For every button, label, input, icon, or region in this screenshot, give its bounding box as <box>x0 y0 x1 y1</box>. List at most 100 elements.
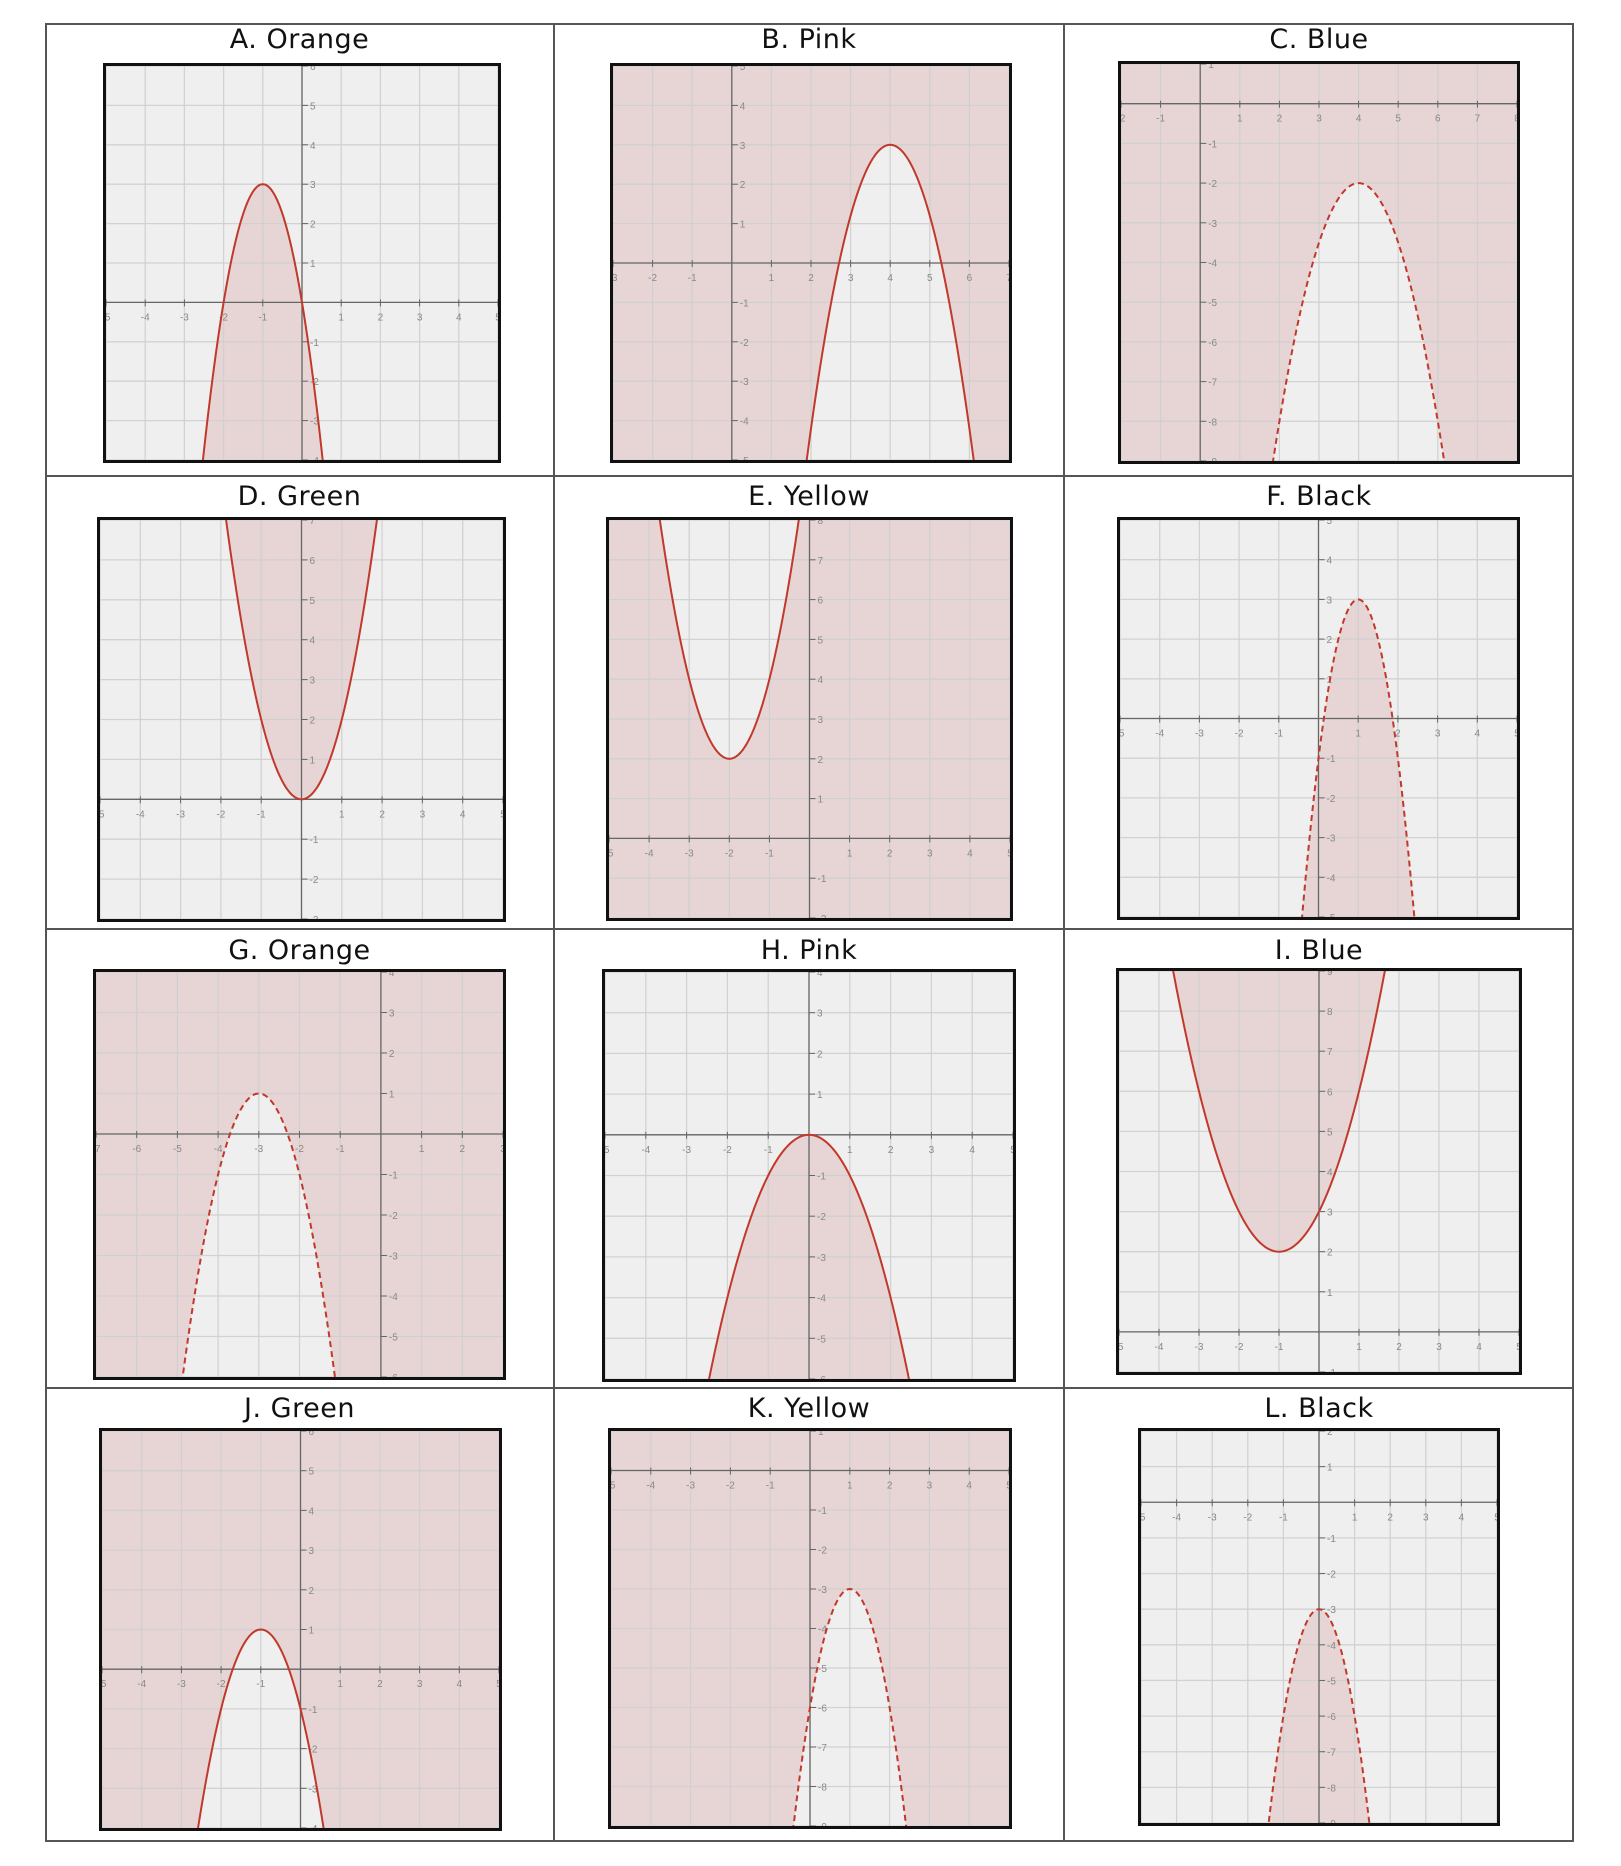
y-tick-label: -5 <box>1208 298 1217 309</box>
y-tick-label: 3 <box>818 715 824 726</box>
y-tick-label: -9 <box>1327 1819 1336 1823</box>
y-tick-label: -1 <box>817 1172 826 1183</box>
x-tick-label: 3 <box>929 1145 935 1156</box>
panel-title: D. Green <box>237 481 362 512</box>
panel-title: H. Pink <box>760 935 858 966</box>
y-tick-label: -1 <box>310 835 319 846</box>
parabola-graph: -5 -4 -3 -2 -1 1 2 3 4 5 -9 -8 -7 -6 -5 -4 -3 -2 -1 1 2 <box>1138 1428 1500 1826</box>
y-tick-label: -4 <box>1208 259 1217 270</box>
x-tick-label: 1 <box>1352 1512 1358 1523</box>
parabola-graph: -5 -4 -3 -2 -1 1 2 3 4 5 -1 1 2 3 4 5 6 7 8 9 <box>1116 968 1522 1375</box>
y-tick-label: -4 <box>818 1625 827 1636</box>
parabola-graph: -5 -4 -3 -2 -1 1 2 3 4 5 -3 -2 -1 1 2 3 4 5 6 7 <box>97 517 506 922</box>
panel-title: F. Black <box>1266 481 1372 512</box>
x-tick-label: -3 <box>177 1679 186 1690</box>
x-tick-label: 4 <box>1356 114 1362 125</box>
x-tick-label: 2 <box>887 1481 893 1492</box>
y-tick-label: 1 <box>1327 1288 1333 1299</box>
y-tick-label: -2 <box>389 1211 398 1222</box>
x-tick-label: -2 <box>295 1144 304 1155</box>
y-tick-label: 7 <box>310 520 316 527</box>
x-tick-label: -3 <box>1195 1342 1204 1353</box>
y-tick-label: -2 <box>740 338 749 349</box>
y-tick-label: 5 <box>1327 1127 1333 1138</box>
y-tick-label: 6 <box>1327 1087 1333 1098</box>
x-tick-label: -5 <box>173 1144 182 1155</box>
parabola-curve <box>1301 598 1416 917</box>
y-tick-label: -2 <box>1208 179 1217 190</box>
y-tick-label: -1 <box>309 1705 318 1716</box>
x-tick-label: 7 <box>1006 273 1009 284</box>
x-tick-label: -1 <box>1274 729 1283 740</box>
y-tick-label: 4 <box>740 101 746 112</box>
y-tick-label: -5 <box>1327 913 1336 917</box>
panel-title: K. Yellow <box>747 1393 871 1424</box>
y-tick-label: -1 <box>389 1171 398 1182</box>
x-tick-label: 2 <box>460 1144 466 1155</box>
parabola-curve <box>792 1587 908 1826</box>
parabola-curve <box>201 183 324 460</box>
x-tick-label: -4 <box>1172 1512 1181 1523</box>
graph-canvas: -5 -4 -3 -2 -1 1 2 3 4 5 -9 -8 -7 -6 -5 -4 -3 -2 -1 1 <box>611 1431 1009 1826</box>
x-tick-label: -1 <box>1275 1342 1284 1353</box>
y-tick-label: 2 <box>740 180 746 191</box>
y-tick-label: -2 <box>309 1745 318 1756</box>
x-tick-label: 1 <box>769 273 775 284</box>
graph-canvas: -5 -4 -3 -2 -1 1 2 3 4 5 -4 -3 -2 -1 1 2 3 4 5 6 <box>106 66 498 460</box>
x-tick-label: -7 <box>96 1144 101 1155</box>
parabola-graph: -5 -4 -3 -2 -1 1 2 3 4 5 -4 -3 -2 -1 1 2 3 4 5 6 <box>99 1428 502 1831</box>
panel-title: A. Orange <box>229 24 370 55</box>
x-tick-label: -2 <box>219 312 228 323</box>
x-tick-label: 5 <box>1494 1512 1497 1523</box>
y-tick-label: 5 <box>818 635 824 646</box>
y-tick-label: -2 <box>310 377 319 388</box>
x-tick-label: 3 <box>1423 1512 1429 1523</box>
x-tick-label: 5 <box>927 273 933 284</box>
panel-title: G. Orange <box>228 935 371 966</box>
x-tick-label: 4 <box>1475 729 1481 740</box>
y-tick-label: -3 <box>740 377 749 388</box>
x-tick-label: 3 <box>1436 1342 1442 1353</box>
y-tick-label: -3 <box>310 417 319 428</box>
x-tick-label: -5 <box>102 1679 107 1690</box>
y-tick-label: -3 <box>1208 219 1217 230</box>
x-tick-label: 5 <box>1395 114 1401 125</box>
y-tick-label: 9 <box>1327 971 1333 978</box>
x-tick-label: 1 <box>338 312 344 323</box>
x-tick-label: -2 <box>217 1679 226 1690</box>
y-tick-label: 8 <box>1327 1007 1333 1018</box>
x-tick-label: -3 <box>254 1144 263 1155</box>
y-tick-label: -4 <box>740 417 749 428</box>
worksheet-table <box>45 23 1574 1842</box>
x-tick-label: 4 <box>966 1481 972 1492</box>
y-tick-label: -1 <box>818 1506 827 1517</box>
x-tick-label: -2 <box>723 1145 732 1156</box>
x-tick-label: 3 <box>927 1481 933 1492</box>
y-tick-label: 1 <box>310 755 316 766</box>
x-tick-label: 2 <box>377 1679 383 1690</box>
x-tick-label: -3 <box>682 1145 691 1156</box>
y-tick-label: -1 <box>818 874 827 885</box>
y-tick-label: 3 <box>310 676 316 687</box>
x-tick-label: -2 <box>1121 114 1126 125</box>
y-tick-label: 5 <box>310 101 316 112</box>
y-tick-label: -3 <box>1327 834 1336 845</box>
panel-title: E. Yellow <box>748 481 870 512</box>
x-tick-label: -4 <box>137 1679 146 1690</box>
x-tick-label: -4 <box>641 1145 650 1156</box>
y-tick-label: -1 <box>1327 1368 1336 1372</box>
x-tick-label: -6 <box>132 1144 141 1155</box>
y-tick-label: -1 <box>1327 754 1336 765</box>
x-tick-label: -5 <box>1119 1342 1124 1353</box>
y-tick-label: 2 <box>310 716 316 727</box>
y-tick-label: 5 <box>740 66 746 73</box>
y-tick-label: 6 <box>309 1431 315 1438</box>
panel-title: I. Blue <box>1274 935 1364 966</box>
y-tick-label: 1 <box>817 1090 823 1101</box>
y-tick-label: 2 <box>389 1049 395 1060</box>
column-divider <box>1063 23 1065 1842</box>
y-tick-label: 1 <box>309 1626 315 1637</box>
x-tick-label: 5 <box>1007 848 1010 859</box>
panel-title: C. Blue <box>1269 24 1369 55</box>
